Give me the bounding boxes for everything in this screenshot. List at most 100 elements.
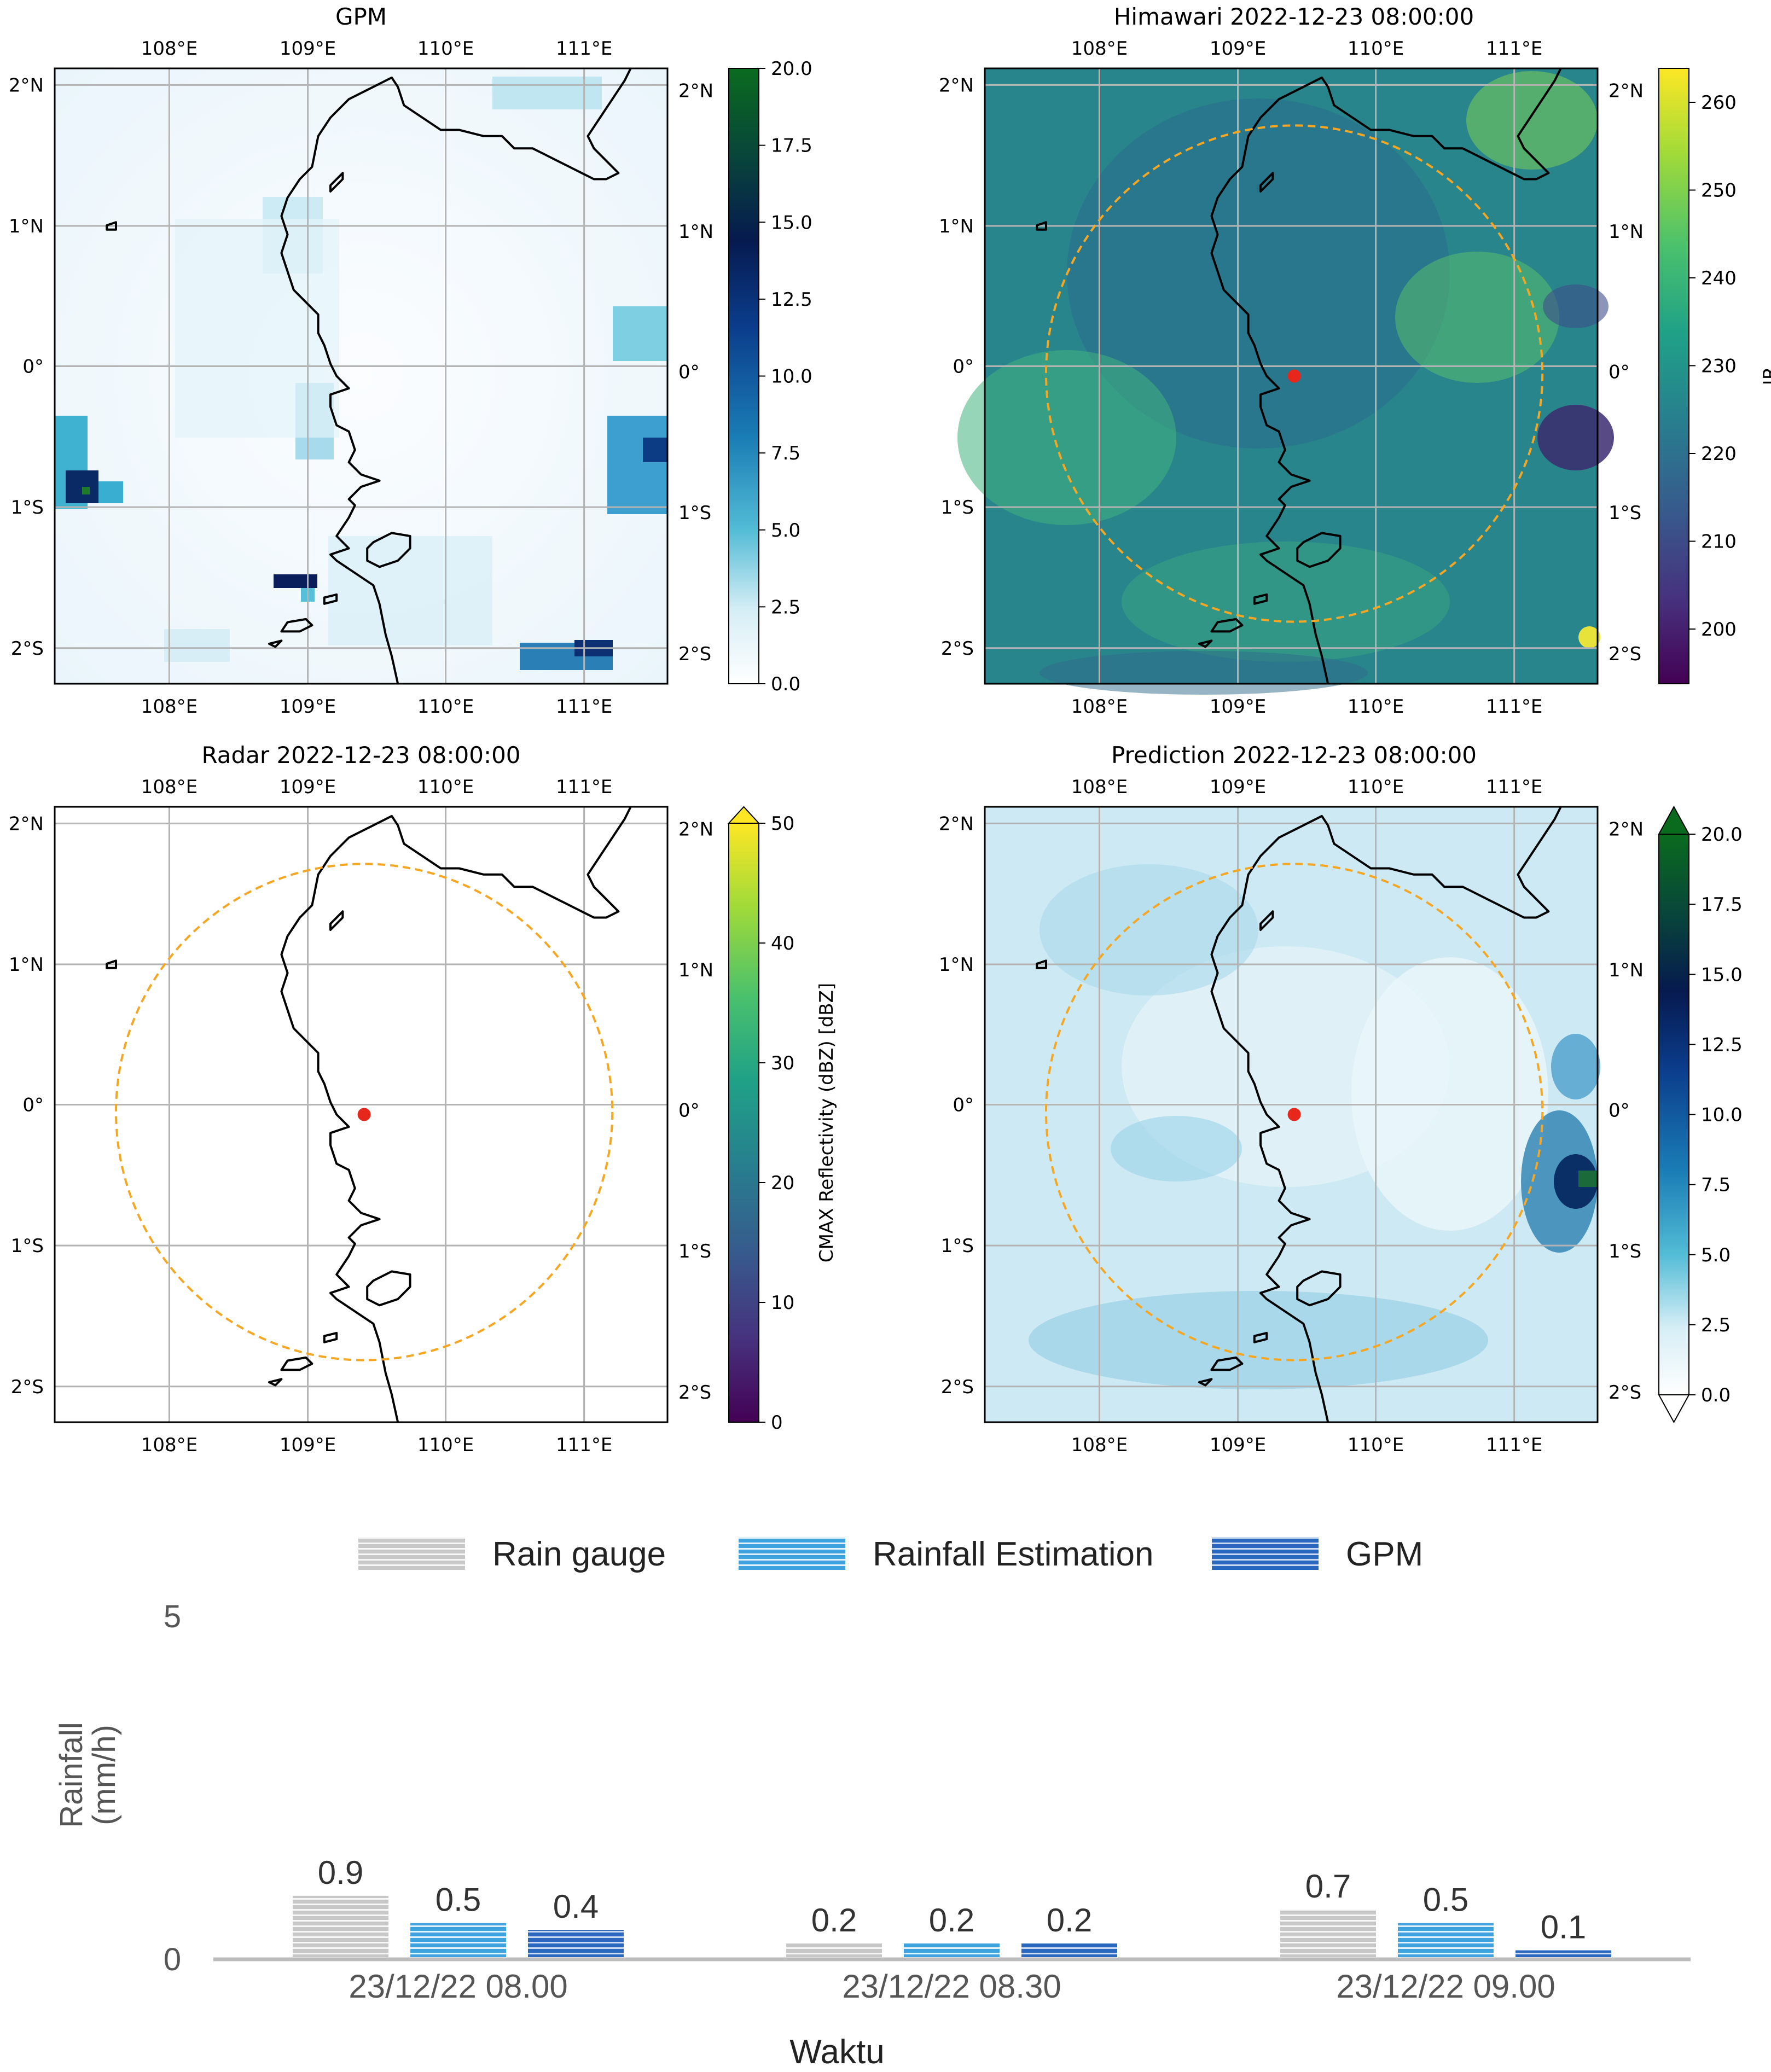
coastline-island-1 (1210, 618, 1244, 633)
colorbar-extend-max (1658, 805, 1690, 835)
x-tick-label-2: 23/12/22 09.00 (1336, 1968, 1555, 2005)
radar-site-marker (1287, 369, 1301, 383)
lat-tick-left-3: 1°S (941, 497, 974, 519)
map-panel-0-overlay: 108°E 108°E 109°E 109°E 110°E 110°E 111°E 111°E… (9, 38, 812, 718)
colorbar-bar (728, 823, 759, 1423)
colorbar-tick-label-1: 17.5 (1701, 894, 1743, 916)
lon-tick-bottom-2: 110°E (417, 1434, 474, 1456)
legend-item-gpm: GPM (1212, 1535, 1423, 1573)
colorbar-tick-label-8: 0.0 (1701, 1384, 1731, 1406)
lon-tick-bottom-0: 108°E (1071, 1434, 1128, 1456)
lon-tick-top-0: 108°E (1071, 38, 1128, 60)
coastline-island-3 (1259, 910, 1274, 931)
coastline-island-1 (280, 1356, 313, 1371)
colorbar-tick-label-0: 50 (771, 813, 794, 835)
lon-tick-top-1: 109°E (280, 776, 336, 798)
coastline-island-1 (280, 618, 313, 633)
coastline-island-3 (329, 172, 344, 193)
lat-tick-left-4: 2°S (941, 638, 974, 660)
lat-tick-right-3: 1°S (1609, 1241, 1641, 1262)
himawari-ir-field (957, 68, 1614, 695)
lon-tick-top-2: 110°E (1348, 38, 1404, 60)
map-frame (984, 806, 1599, 1423)
coastline-island-3 (329, 910, 344, 931)
coastline-island-5 (1036, 959, 1047, 969)
coastline-island-2 (268, 639, 283, 648)
bar-2-0 (1280, 1909, 1376, 1957)
lat-tick-right-0: 2°N (1609, 80, 1644, 102)
lon-tick-bottom-1: 109°E (280, 1434, 336, 1456)
gpm-precip-cells (55, 77, 667, 670)
map-panel-3-overlay: 108°E 108°E 109°E 109°E 110°E 110°E 111°E 111°E… (939, 776, 1743, 1456)
lon-tick-top-1: 109°E (1210, 776, 1266, 798)
coastline (106, 68, 632, 684)
coastline-island-2 (1198, 1378, 1213, 1387)
y-axis-label-line-1: Rainfall (54, 1722, 89, 1827)
colorbar: 20.0 17.5 15.0 12.5 10.0 7.5 5.0 2.5 0.0 (1658, 805, 1743, 1424)
coastline-island-0 (1296, 1270, 1342, 1307)
lon-tick-top-0: 108°E (141, 38, 198, 60)
lon-tick-top-3: 111°E (556, 776, 612, 798)
bar-0-2 (528, 1930, 624, 1957)
coastline-island-2 (1198, 639, 1213, 648)
x-tick-label-1: 23/12/22 08.30 (842, 1968, 1061, 2005)
coastline-island-0 (1296, 532, 1342, 568)
chart-legend: Rain gauge Rainfall Estimation GPM (358, 1535, 1423, 1573)
lon-tick-top-2: 110°E (417, 38, 474, 60)
bar-value-label-0-1: 0.5 (436, 1882, 481, 1918)
bar-value-label-1-0: 0.2 (811, 1902, 857, 1939)
radar-site-marker (357, 1108, 371, 1121)
coastline-island-4 (1253, 1331, 1268, 1343)
lon-tick-bottom-1: 109°E (1210, 696, 1266, 718)
lon-tick-top-3: 111°E (1486, 776, 1542, 798)
lat-tick-right-3: 1°S (1609, 502, 1641, 524)
radar-map-panel: Radar 2022-12-23 08:00:00 (55, 742, 667, 1422)
lat-tick-right-1: 1°N (678, 959, 713, 981)
legend-label-rainfall-estimation: Rainfall Estimation (873, 1535, 1153, 1573)
map-gridlines (985, 807, 1598, 1422)
panel-title-gpm: GPM (335, 3, 387, 30)
coastline-island-0 (366, 1270, 411, 1307)
bar-1-1 (904, 1943, 1000, 1957)
colorbar-tick-label-4: 10.0 (1701, 1104, 1743, 1126)
colorbar-tick-label-1: 250 (1701, 180, 1737, 202)
lon-tick-bottom-3: 111°E (556, 696, 612, 718)
lat-tick-left-4: 2°S (11, 638, 44, 660)
colorbar-tick-label-0: 260 (1701, 92, 1737, 114)
map-frame (54, 67, 669, 685)
lon-tick-bottom-0: 108°E (141, 1434, 198, 1456)
lat-tick-right-3: 1°S (678, 502, 711, 524)
colorbar-tick-label-4: 220 (1701, 443, 1737, 465)
colorbar-bar (1658, 68, 1689, 684)
bar-value-label-0-2: 0.4 (553, 1888, 599, 1925)
colorbar-tick-label-7: 2.5 (771, 596, 800, 618)
colorbar-label: CMAX Reflectivity (dBZ) [dBZ] (816, 983, 838, 1262)
colorbar-tick-label-3: 12.5 (771, 289, 812, 311)
lon-tick-top-0: 108°E (141, 776, 198, 798)
coastline (106, 806, 632, 1423)
coastline-island-4 (323, 593, 338, 605)
bar-value-label-2-1: 0.5 (1423, 1882, 1468, 1918)
lat-tick-left-3: 1°S (11, 1235, 44, 1257)
coastline-mainland (280, 68, 632, 684)
colorbar: 260 250 240 230 220 210 200 IR (1658, 68, 1771, 684)
bar-value-label-1-1: 0.2 (929, 1902, 974, 1939)
colorbar-tick-label-2: 30 (771, 1052, 794, 1074)
bar-0-0 (293, 1895, 388, 1957)
map-gridlines (55, 807, 667, 1422)
lat-tick-right-2: 0° (678, 362, 700, 383)
lon-tick-bottom-0: 108°E (141, 696, 198, 718)
colorbar-tick-label-3: 230 (1701, 356, 1737, 377)
colorbar-bar (728, 68, 759, 684)
coastline-island-2 (268, 1378, 283, 1387)
map-panel-2-overlay: 108°E 108°E 109°E 109°E 110°E 110°E 111°E 111°E… (9, 776, 838, 1456)
colorbar: 20.0 17.5 15.0 12.5 10.0 7.5 5.0 2.5 0.0 (728, 58, 812, 695)
radar-coverage-circle (1045, 124, 1544, 623)
lat-tick-right-4: 2°S (1609, 1382, 1641, 1404)
lat-tick-left-2: 0° (22, 356, 44, 378)
colorbar-tick-label-3: 12.5 (1701, 1034, 1743, 1056)
rainfall-bar-chart: Rain gauge Rainfall Estimation GPM 5 0 R… (54, 1535, 1691, 2071)
y-tick-label-0: 0 (164, 1942, 181, 1977)
colorbar-tick-label-6: 200 (1701, 619, 1737, 641)
bar-group-1: 0.2 0.2 0.2 23/12/22 08.30 (786, 1902, 1117, 2005)
